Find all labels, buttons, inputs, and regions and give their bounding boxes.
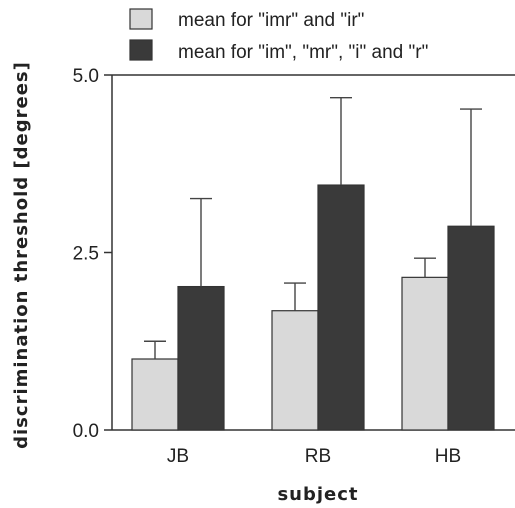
y-axis-title: discrimination threshold [degrees] <box>11 61 32 449</box>
bars <box>131 97 495 431</box>
bar-series-1 <box>401 276 449 431</box>
x-tick-label: HB <box>435 446 461 467</box>
x-tick-label: JB <box>167 446 189 467</box>
bar-series-1 <box>131 358 179 431</box>
legend: mean for "imr" and "ir" mean for "im", "… <box>129 8 428 63</box>
legend-label-series-2: mean for "im", "mr", "i" and "r" <box>178 42 428 63</box>
legend-label-series-1: mean for "imr" and "ir" <box>178 10 364 31</box>
legend-swatch-series-2 <box>129 39 153 61</box>
bar-series-2 <box>447 225 495 431</box>
x-axis-title: subject <box>277 484 358 505</box>
x-tick-label: RB <box>305 446 331 467</box>
y-tick-label: 5.0 <box>73 66 99 87</box>
bar-series-2 <box>177 285 225 431</box>
y-ticks: 0.0 2.5 5.0 <box>73 66 112 442</box>
legend-swatch-series-1 <box>129 8 153 30</box>
bar-series-2 <box>317 184 365 431</box>
bar-series-1 <box>271 310 319 431</box>
y-tick-label: 2.5 <box>73 244 99 265</box>
y-tick-label: 0.0 <box>73 421 99 442</box>
x-ticks: JB RB HB <box>167 446 461 467</box>
